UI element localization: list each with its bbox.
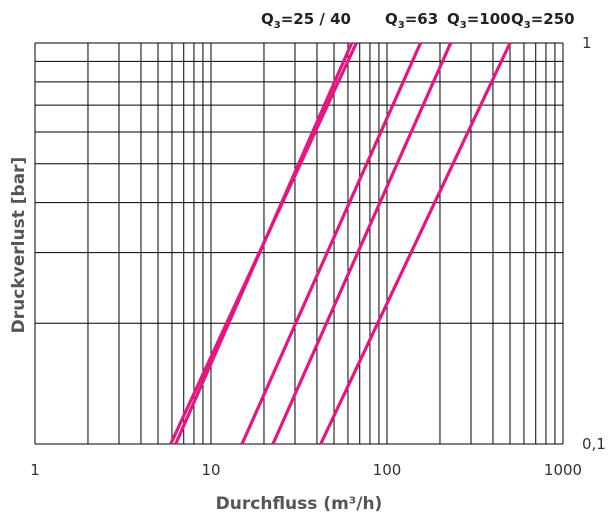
y-tick-label: 0,1 — [582, 435, 606, 453]
series-label: Q3=100 — [447, 10, 511, 31]
series-label: Q3=63 — [385, 10, 438, 31]
series-line — [169, 42, 358, 445]
series-line — [319, 42, 512, 445]
y-tick-label: 1 — [582, 34, 592, 52]
series-label: Q3=250 — [511, 10, 575, 31]
x-axis-label: Durchfluss (m³/h) — [216, 494, 383, 514]
series-line — [240, 42, 422, 445]
series-labels: Q3=25 / 40 Q3=63 Q3=100 Q3=250 — [261, 10, 575, 31]
y-tick-labels: 10,1 — [582, 34, 606, 453]
y-axis-label: Druckverlust [bar] — [9, 157, 29, 334]
x-tick-label: 1000 — [544, 461, 582, 479]
series-line — [271, 42, 453, 445]
x-tick-labels: 1 10 100 1000 — [30, 461, 582, 479]
series-label: Q3=25 / 40 — [261, 10, 351, 31]
x-tick-label: 100 — [373, 461, 402, 479]
grid — [34, 42, 564, 445]
x-tick-label: 10 — [201, 461, 220, 479]
series-lines — [169, 42, 512, 445]
x-tick-label: 1 — [30, 461, 40, 479]
